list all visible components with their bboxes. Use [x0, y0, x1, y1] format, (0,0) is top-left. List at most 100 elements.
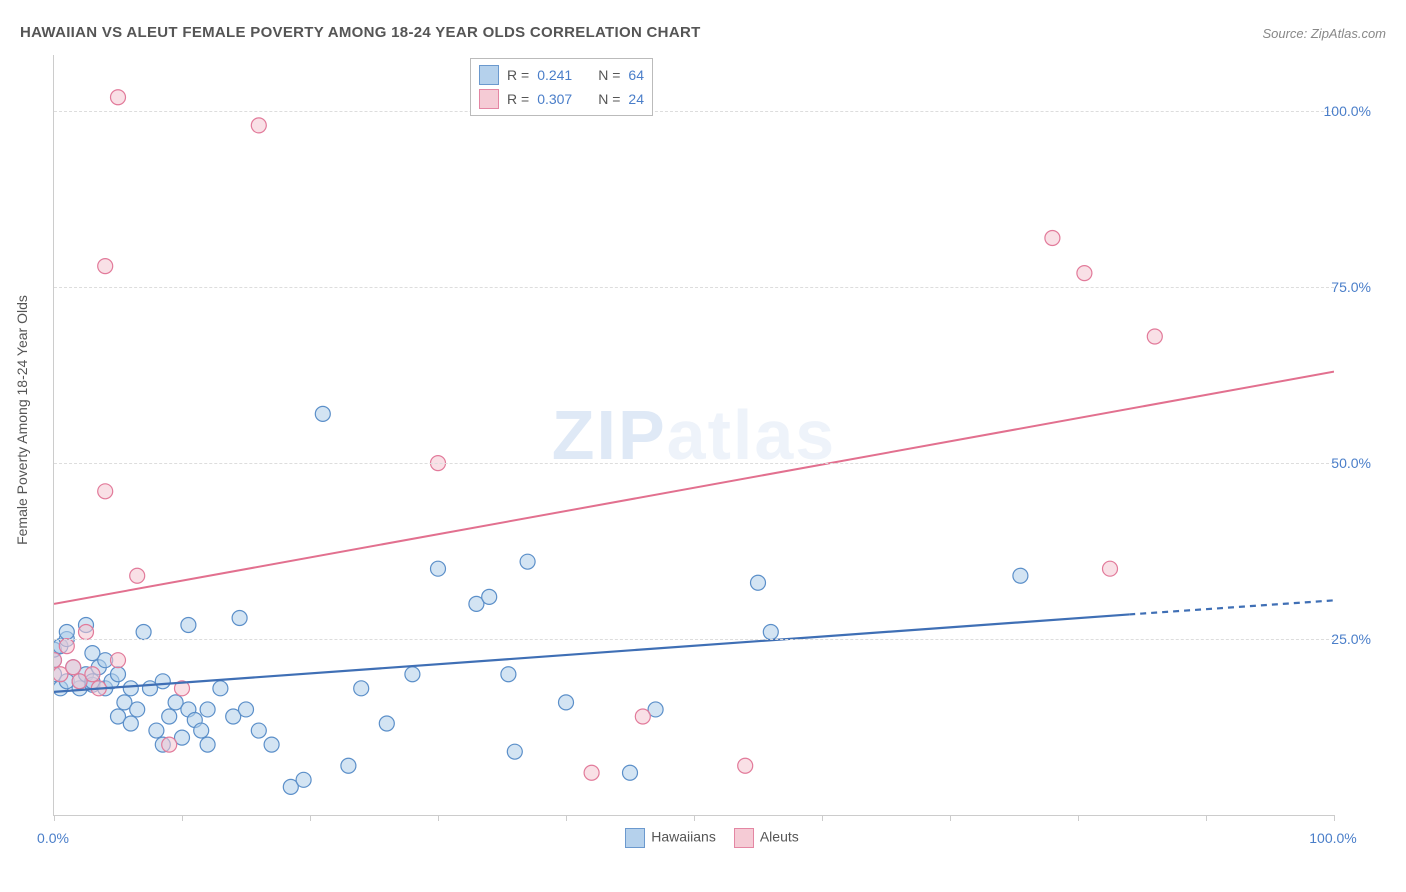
scatter-point — [130, 702, 145, 717]
scatter-point — [751, 575, 766, 590]
scatter-point — [584, 765, 599, 780]
scatter-point — [181, 618, 196, 633]
scatter-point — [123, 716, 138, 731]
series-legend: Hawaiians Aleuts — [0, 828, 1406, 848]
y-axis-label: Female Poverty Among 18-24 Year Olds — [14, 295, 30, 545]
trend-line-extrap — [1129, 600, 1334, 614]
legend-row: R = 0.241 N = 64 — [479, 63, 644, 87]
correlation-legend: R = 0.241 N = 64 R = 0.307 N = 24 — [470, 58, 653, 116]
x-tick — [1206, 815, 1207, 821]
legend-r-value: 0.307 — [537, 91, 572, 107]
scatter-point — [98, 484, 113, 499]
scatter-point — [520, 554, 535, 569]
scatter-point — [251, 118, 266, 133]
gridline — [54, 639, 1334, 640]
scatter-point — [123, 681, 138, 696]
x-tick — [54, 815, 55, 821]
scatter-point — [635, 709, 650, 724]
scatter-point — [155, 674, 170, 689]
x-tick — [1334, 815, 1335, 821]
legend-series-label: Hawaiians — [651, 829, 716, 845]
scatter-point — [213, 681, 228, 696]
gridline — [54, 111, 1334, 112]
scatter-point — [98, 259, 113, 274]
legend-r-value: 0.241 — [537, 67, 572, 83]
legend-swatch — [479, 89, 499, 109]
x-tick — [694, 815, 695, 821]
x-tick — [438, 815, 439, 821]
legend-row: R = 0.307 N = 24 — [479, 87, 644, 111]
scatter-point — [379, 716, 394, 731]
x-tick — [822, 815, 823, 821]
legend-n-value: 64 — [628, 67, 644, 83]
scatter-point — [264, 737, 279, 752]
scatter-point — [405, 667, 420, 682]
x-tick — [182, 815, 183, 821]
scatter-point — [738, 758, 753, 773]
scatter-point — [482, 589, 497, 604]
scatter-point — [232, 610, 247, 625]
y-tick-label: 25.0% — [1331, 631, 1371, 647]
scatter-point — [200, 702, 215, 717]
x-tick — [950, 815, 951, 821]
scatter-point — [136, 625, 151, 640]
gridline — [54, 287, 1334, 288]
gridline — [54, 463, 1334, 464]
scatter-point — [59, 639, 74, 654]
scatter-point — [111, 653, 126, 668]
scatter-plot-svg — [54, 55, 1334, 815]
scatter-point — [54, 653, 62, 668]
scatter-point — [130, 568, 145, 583]
scatter-point — [1045, 230, 1060, 245]
scatter-point — [559, 695, 574, 710]
chart-title: HAWAIIAN VS ALEUT FEMALE POVERTY AMONG 1… — [20, 24, 701, 41]
legend-n-value: 24 — [628, 91, 644, 107]
scatter-point — [431, 561, 446, 576]
y-tick-label: 75.0% — [1331, 279, 1371, 295]
scatter-point — [501, 667, 516, 682]
scatter-point — [1013, 568, 1028, 583]
source-attribution: Source: ZipAtlas.com — [1262, 26, 1386, 41]
trend-line — [54, 614, 1129, 691]
chart-plot-area: ZIPatlas — [53, 55, 1334, 816]
scatter-point — [111, 90, 126, 105]
scatter-point — [1147, 329, 1162, 344]
scatter-point — [66, 660, 81, 675]
scatter-point — [85, 667, 100, 682]
x-tick — [1078, 815, 1079, 821]
legend-swatch — [625, 828, 645, 848]
legend-r-label: R = — [507, 91, 529, 107]
y-tick-label: 50.0% — [1331, 455, 1371, 471]
scatter-point — [296, 772, 311, 787]
scatter-point — [507, 744, 522, 759]
legend-n-label: N = — [598, 91, 620, 107]
scatter-point — [59, 625, 74, 640]
scatter-point — [1103, 561, 1118, 576]
y-tick-label: 100.0% — [1324, 103, 1371, 119]
x-tick-label: 100.0% — [1309, 830, 1356, 846]
scatter-point — [149, 723, 164, 738]
scatter-point — [341, 758, 356, 773]
trend-line — [54, 372, 1334, 604]
scatter-point — [79, 625, 94, 640]
scatter-point — [1077, 266, 1092, 281]
scatter-point — [162, 709, 177, 724]
scatter-point — [315, 406, 330, 421]
scatter-point — [354, 681, 369, 696]
scatter-point — [623, 765, 638, 780]
legend-swatch — [479, 65, 499, 85]
scatter-point — [239, 702, 254, 717]
scatter-point — [111, 667, 126, 682]
legend-series-label: Aleuts — [760, 829, 799, 845]
x-tick-label: 0.0% — [37, 830, 69, 846]
scatter-point — [194, 723, 209, 738]
legend-swatch — [734, 828, 754, 848]
legend-n-label: N = — [598, 67, 620, 83]
scatter-point — [200, 737, 215, 752]
scatter-point — [763, 625, 778, 640]
legend-r-label: R = — [507, 67, 529, 83]
x-tick — [566, 815, 567, 821]
scatter-point — [162, 737, 177, 752]
x-tick — [310, 815, 311, 821]
scatter-point — [251, 723, 266, 738]
